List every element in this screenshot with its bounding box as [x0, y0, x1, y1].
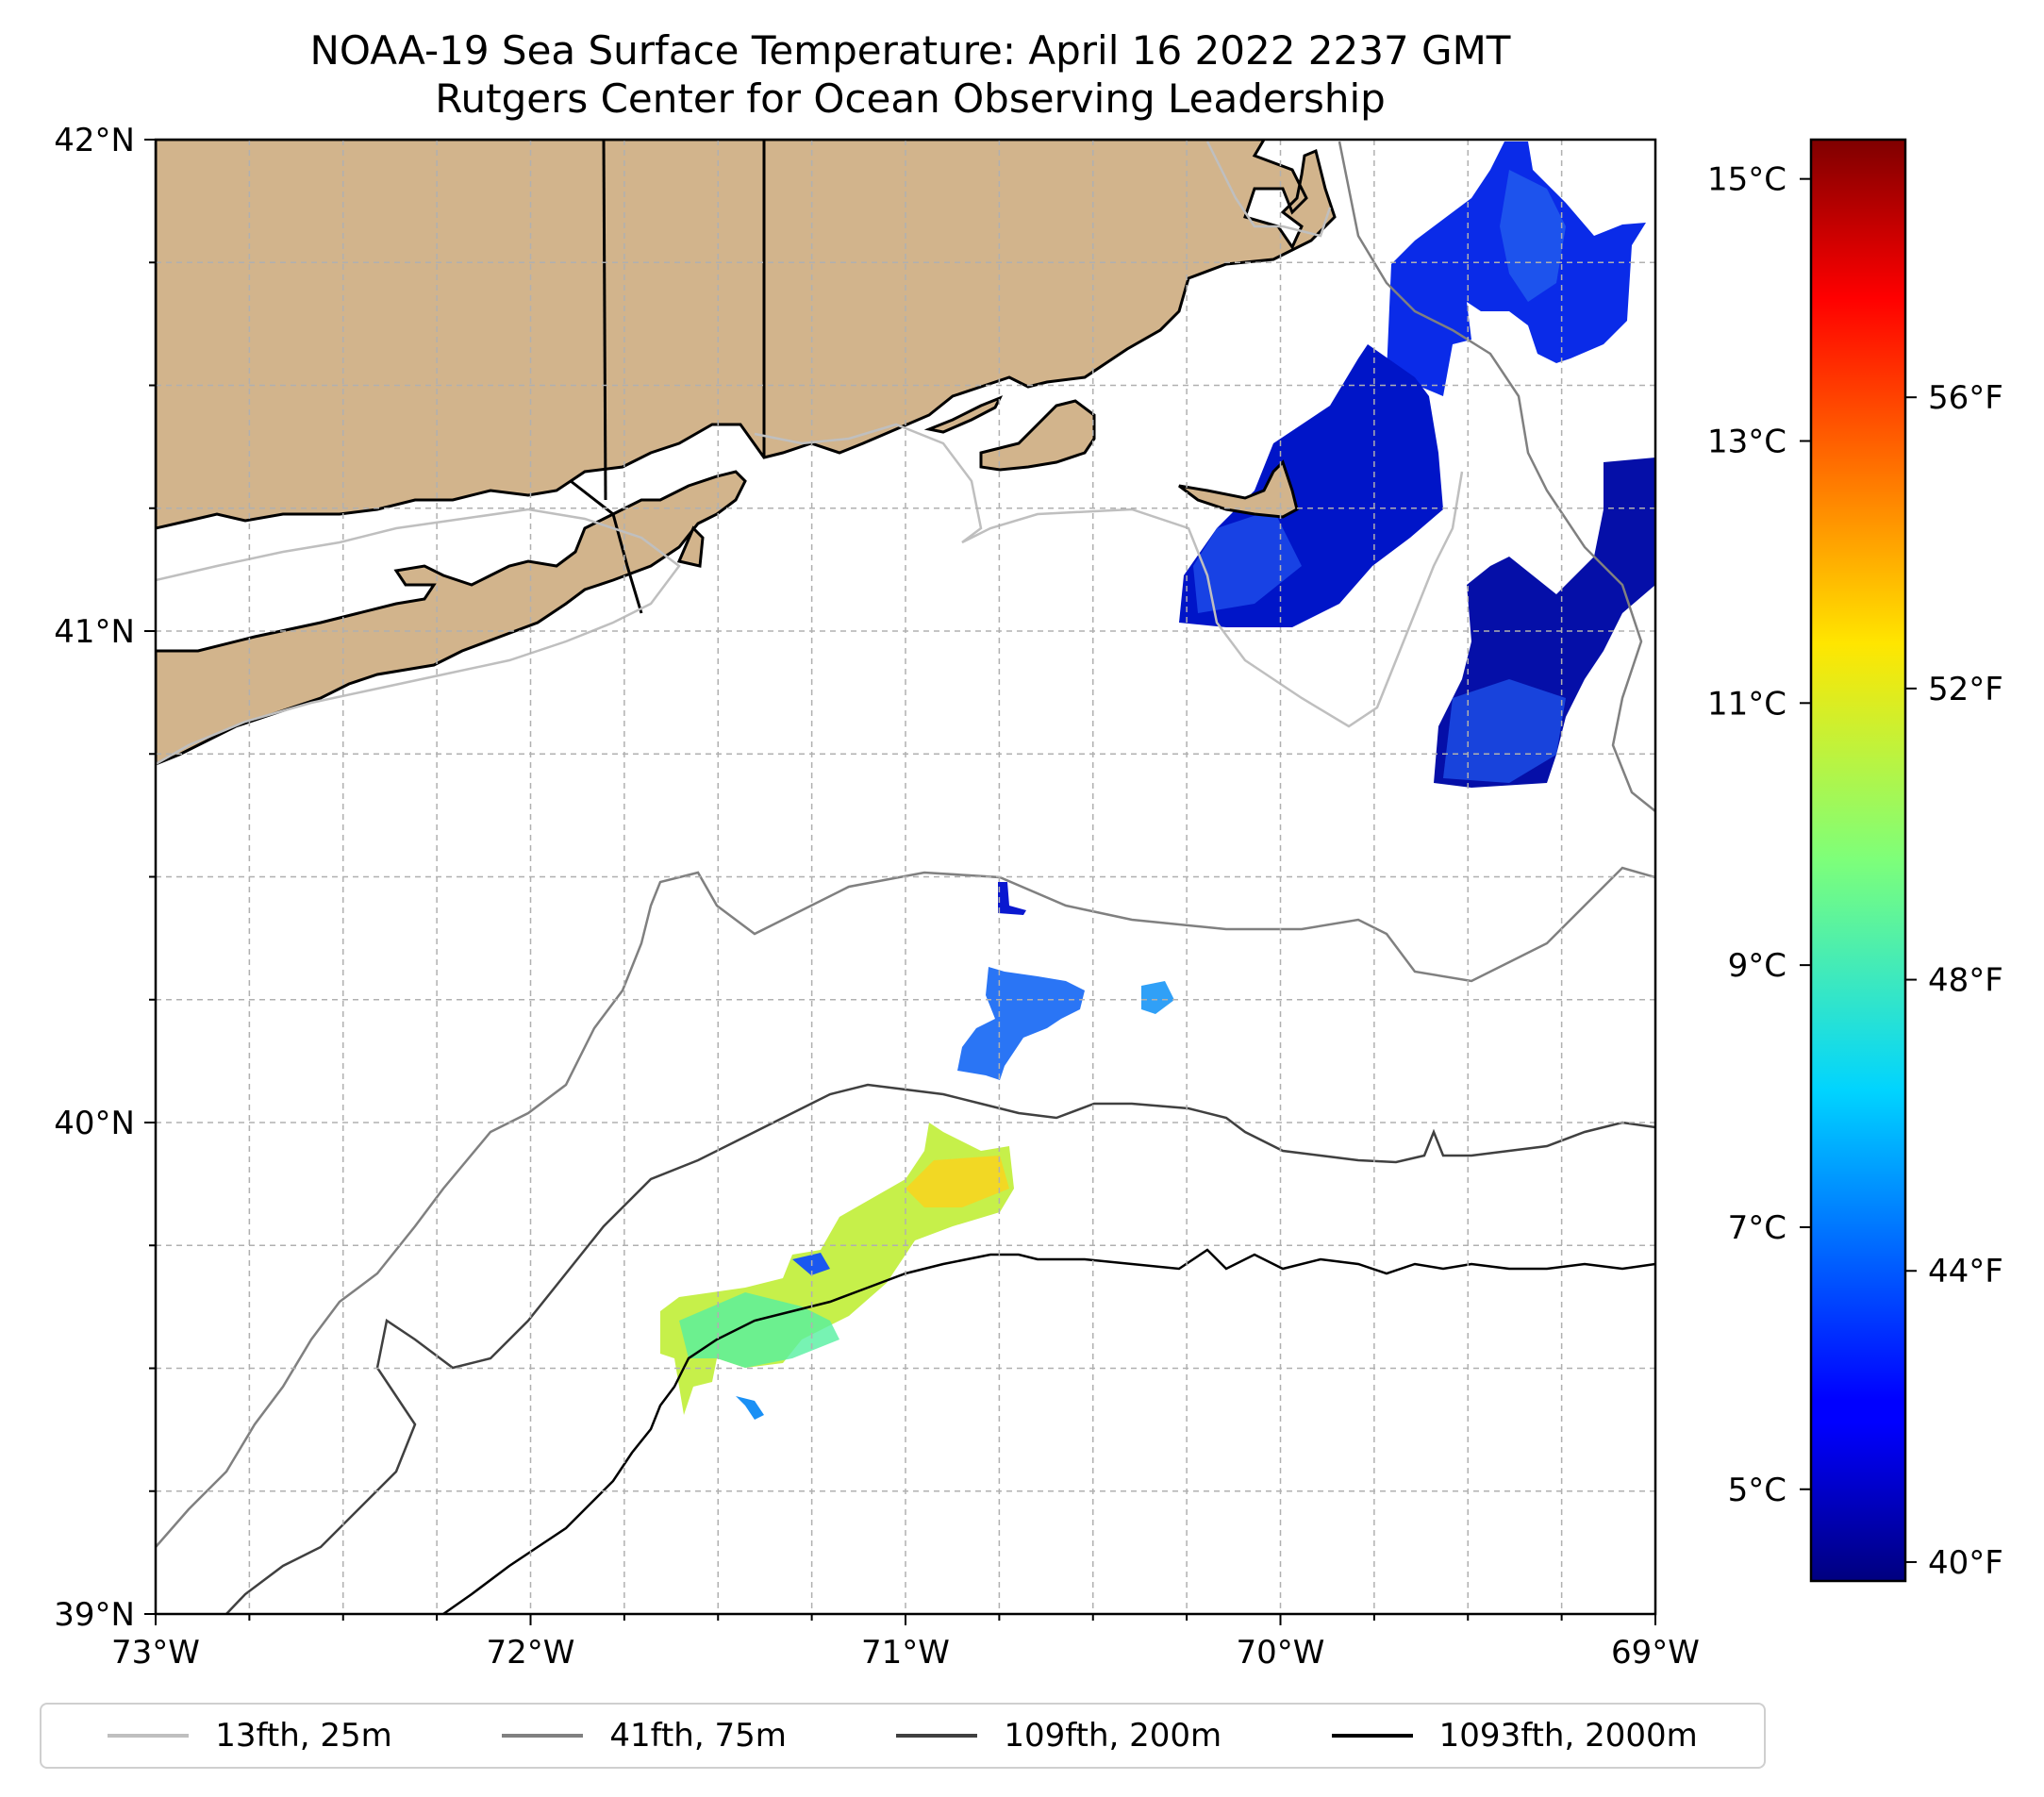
sst-patch-east-nantucket-light — [1443, 679, 1566, 783]
colorbar-gradient — [1809, 138, 1907, 1583]
lon-tick-label: 70°W — [1237, 1634, 1325, 1672]
fahrenheit-tick-label: 44°F — [1928, 1253, 2003, 1290]
lat-tick-label: 41°N — [54, 613, 135, 651]
isobath-legend: 13fth, 25m 41fth, 75m 109fth, 200m 1093fth,… — [40, 1703, 1766, 1769]
sst-patch-nantucket-light — [1193, 509, 1302, 613]
legend-item: 1093fth, 2000m — [1331, 1717, 1698, 1755]
legend-swatch — [896, 1734, 978, 1738]
legend-item: 41fth, 75m — [502, 1717, 787, 1755]
celsius-tick-label: 9°C — [1728, 947, 1786, 985]
celsius-tick-label: 11°C — [1707, 685, 1786, 723]
legend-swatch — [108, 1734, 190, 1738]
land — [156, 140, 1337, 766]
sst-patch-shelf-break-cool — [679, 1292, 839, 1368]
celsius-tick-label: 15°C — [1707, 161, 1786, 199]
isobath-25m — [156, 141, 1464, 766]
title-line-2: Rutgers Center for Ocean Observing Leade… — [435, 75, 1386, 122]
isobath-2000m — [442, 1248, 1655, 1614]
isobath-200m — [225, 1083, 1655, 1614]
land-new-england — [156, 140, 1337, 530]
celsius-tick-label: 7°C — [1728, 1209, 1786, 1247]
sst-patch-small-1 — [998, 882, 1026, 915]
land-elizabeth-islands — [923, 395, 1004, 434]
isobath-75m — [156, 141, 1655, 1548]
lat-tick-label: 40°N — [54, 1105, 135, 1142]
legend-item: 13fth, 25m — [108, 1717, 392, 1755]
state-borders — [570, 140, 766, 614]
chart-title: NOAA-19 Sea Surface Temperature: April 1… — [0, 26, 1820, 123]
lon-tick-label: 72°W — [487, 1634, 575, 1672]
title-line-1: NOAA-19 Sea Surface Temperature: April 1… — [309, 27, 1511, 74]
sst-patch-cool-core — [1500, 170, 1566, 302]
land-block-island — [676, 525, 705, 568]
fahrenheit-tick-label: 56°F — [1928, 379, 2003, 417]
lon-tick-label: 69°W — [1611, 1634, 1700, 1672]
colorbar-fahrenheit-ticks: 56°F 52°F 48°F 44°F 40°F — [1905, 379, 2003, 1582]
lat-tick-label: 42°N — [54, 122, 135, 159]
celsius-tick-label: 5°C — [1728, 1472, 1786, 1509]
colorbar: 15°C 13°C 11°C 9°C 7°C 5°C 56°F 52°F 48°F 44°F 40… — [1707, 138, 2003, 1583]
legend-item: 109fth, 200m — [896, 1717, 1221, 1755]
sst-patch-shelf-1 — [957, 967, 1085, 1080]
fahrenheit-tick-label: 40°F — [1928, 1544, 2003, 1582]
sst-patch-tiny — [736, 1396, 764, 1420]
land-long-island — [156, 470, 747, 766]
lon-tick-label: 73°W — [111, 1634, 200, 1672]
sst-patch-shelf-2 — [1141, 981, 1174, 1014]
sst-patch-shelf-break-warm — [906, 1156, 1009, 1207]
colorbar-celsius-ticks: 15°C 13°C 11°C 9°C 7°C 5°C — [1707, 161, 1811, 1509]
legend-label: 109fth, 200m — [1004, 1717, 1222, 1755]
legend-label: 41fth, 75m — [609, 1717, 787, 1755]
lon-tick-label: 71°W — [861, 1634, 950, 1672]
legend-swatch — [1331, 1734, 1413, 1738]
sst-patches — [660, 141, 1655, 1420]
land-martha-vineyard — [979, 399, 1096, 472]
celsius-tick-label: 13°C — [1707, 423, 1786, 460]
fahrenheit-tick-label: 48°F — [1928, 962, 2003, 1000]
legend-label: 1093fth, 2000m — [1438, 1717, 1698, 1755]
map-area — [156, 140, 1655, 1614]
isobaths — [156, 141, 1655, 1614]
lat-tick-label: 39°N — [54, 1596, 135, 1634]
legend-swatch — [502, 1734, 584, 1738]
legend-label: 13fth, 25m — [215, 1717, 392, 1755]
lat-axis: 42°N 41°N 40°N 39°N — [54, 122, 156, 1634]
lon-axis: 73°W 72°W 71°W 70°W 69°W — [111, 1614, 1700, 1672]
land-nantucket — [1178, 459, 1299, 519]
gridlines — [156, 140, 1655, 1614]
fahrenheit-tick-label: 52°F — [1928, 671, 2003, 708]
